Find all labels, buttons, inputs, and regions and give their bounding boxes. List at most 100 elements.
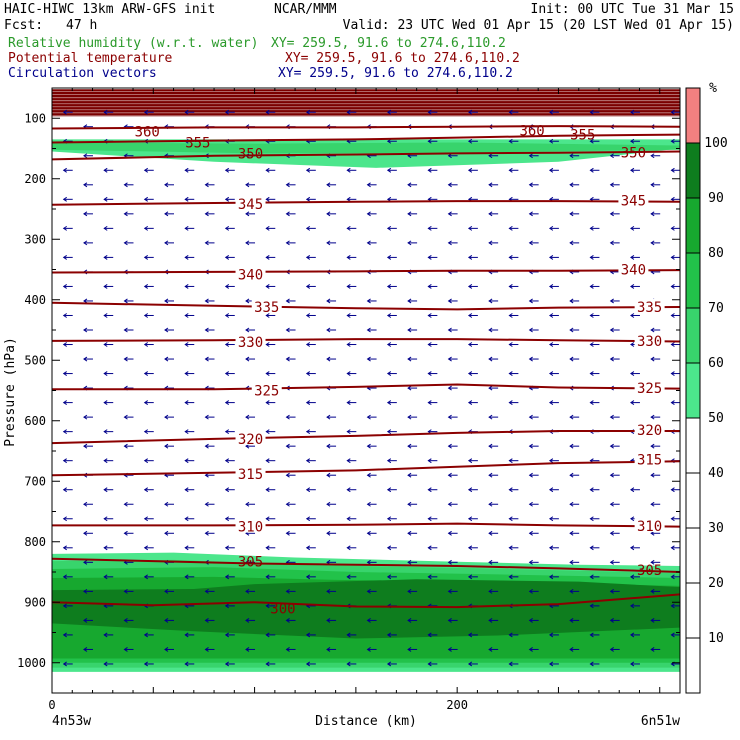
circulation-vector [427, 458, 438, 464]
circulation-vector [447, 647, 458, 652]
theta-label: 310 [637, 519, 662, 535]
circulation-vector [609, 298, 620, 304]
circulation-vector [285, 356, 296, 362]
circulation-vector [123, 443, 134, 449]
circulation-vector [670, 196, 680, 202]
theta-label: 315 [637, 452, 662, 468]
x-axis-label: Distance (km) [315, 714, 417, 729]
circulation-vector [609, 472, 620, 478]
circulation-vector [569, 211, 580, 217]
circulation-vector [164, 647, 174, 652]
circulation-vector [548, 458, 559, 464]
circulation-vector [143, 109, 154, 115]
circulation-vector [265, 458, 276, 464]
circulation-vector [326, 240, 337, 246]
circulation-vector [508, 225, 519, 231]
circulation-vector [184, 225, 195, 231]
theta-label: 360 [135, 125, 160, 141]
circulation-vector [305, 313, 316, 318]
circulation-vector [427, 400, 438, 406]
circulation-vector [103, 458, 114, 464]
right-endpoint-label: 6n51w [641, 714, 680, 729]
circulation-vector [467, 342, 478, 347]
circulation-vector [285, 472, 296, 478]
circulation-vector [184, 487, 195, 493]
circulation-vector [366, 530, 377, 536]
circulation-vector [467, 400, 478, 406]
valid-time: Valid: 23 UTC Wed 01 Apr 15 (20 LST Wed … [342, 18, 734, 33]
circulation-vector [670, 632, 680, 638]
circulation-vector [447, 530, 458, 536]
circulation-vector [103, 400, 114, 406]
circulation-vector [569, 356, 580, 362]
circulation-vector [265, 574, 276, 580]
circulation-vector [670, 487, 680, 493]
circulation-vector [630, 225, 640, 231]
circulation-vector [589, 342, 600, 347]
theta-label-bg [634, 421, 665, 436]
circulation-vector [83, 356, 93, 362]
theta-label: 300 [270, 601, 295, 617]
circulation-vector [143, 167, 154, 173]
circulation-vector [630, 632, 640, 638]
y-tick-label: 300 [24, 232, 46, 246]
circulation-vector [204, 588, 215, 594]
circulation-vector [366, 472, 377, 478]
circulation-vector [83, 443, 93, 449]
circulation-vector [164, 588, 174, 594]
theta-label: 360 [519, 123, 544, 139]
circulation-vector [123, 182, 134, 188]
circulation-vector [346, 661, 357, 667]
theta-label-bg [634, 299, 665, 314]
theta-label: 305 [238, 555, 263, 571]
circulation-vector [407, 472, 418, 478]
circulation-vector [184, 661, 195, 667]
circulation-vector [386, 458, 397, 464]
colorbar-label: 70 [708, 301, 724, 316]
circulation-vector [245, 414, 256, 420]
circulation-vector [386, 400, 397, 406]
circulation-vector [630, 313, 640, 318]
circulation-vector [143, 400, 154, 406]
circulation-vector [224, 196, 235, 202]
circulation-vector [184, 167, 195, 173]
circulation-vector [123, 327, 134, 333]
circulation-vector [650, 472, 661, 478]
theta-contour-330 [52, 338, 680, 343]
circulation-vector [326, 414, 337, 420]
circulation-vector [184, 632, 195, 638]
circulation-vector [609, 414, 620, 420]
circulation-vector [143, 487, 154, 493]
circulation-vector [83, 647, 93, 652]
colorbar-band-2 [686, 308, 700, 363]
theta-label: 330 [637, 334, 662, 350]
circulation-vector [548, 284, 559, 289]
circulation-vector [62, 661, 73, 667]
circulation-vector [62, 574, 73, 580]
circulation-vector [447, 472, 458, 478]
circulation-vector [265, 196, 276, 202]
circulation-vector [224, 574, 235, 580]
circulation-vector [346, 196, 357, 202]
circulation-vector [447, 182, 458, 188]
circulation-vector [366, 211, 377, 217]
colorbar-label: 90 [708, 191, 724, 206]
circulation-vector [548, 545, 559, 551]
theta-contour-355 [52, 133, 680, 144]
y-tick-label: 700 [24, 474, 46, 488]
circulation-vector [224, 342, 235, 347]
circulation-vector [447, 617, 458, 623]
circulation-vector [467, 545, 478, 551]
circulation-vector [346, 167, 357, 173]
circulation-vector [224, 661, 235, 667]
field-name-rh: Relative humidity (w.r.t. water) [8, 36, 259, 51]
circulation-vector [508, 284, 519, 289]
circulation-vector [407, 356, 418, 362]
circulation-vector [569, 327, 580, 333]
circulation-vector [62, 342, 73, 347]
circulation-vector [508, 574, 519, 580]
theta-label: 325 [637, 381, 662, 397]
circulation-vector [569, 559, 580, 565]
circulation-vector [305, 516, 316, 522]
circulation-vector [204, 327, 215, 333]
